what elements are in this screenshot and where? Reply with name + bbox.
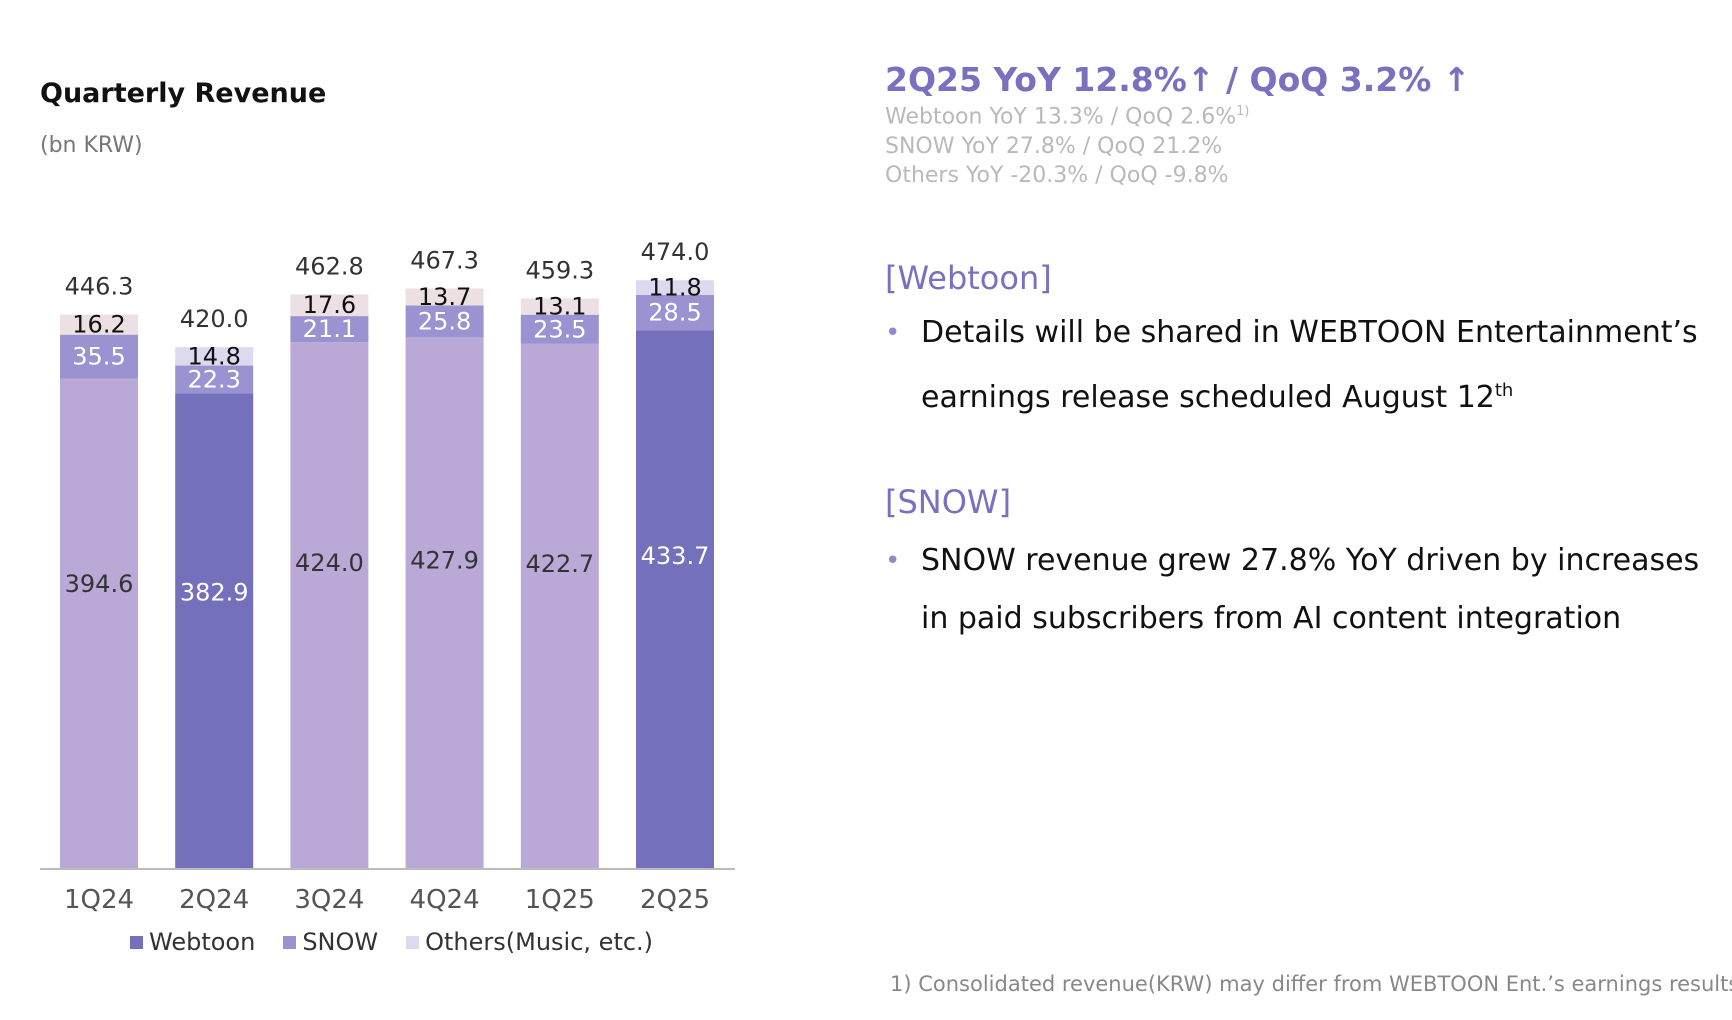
footnote-marker: 1) <box>1236 104 1250 119</box>
segment-label: 23.5 <box>533 315 586 343</box>
webtoon-bullet-sup: th <box>1494 380 1514 401</box>
legend-item-others: Others(Music, etc.) <box>406 928 653 956</box>
chart-unit: (bn KRW) <box>40 133 143 158</box>
segment-label: 424.0 <box>295 549 364 577</box>
segment-label: 433.7 <box>641 542 710 570</box>
webtoon-growth-line: Webtoon YoY 13.3% / QoQ 2.6%1) <box>885 104 1249 129</box>
total-label: 420.0 <box>180 305 249 333</box>
legend-label-others: Others(Music, etc.) <box>425 928 654 956</box>
bar-segment <box>520 314 599 344</box>
segment-label: 28.5 <box>648 299 701 327</box>
chart-title: Quarterly Revenue <box>40 78 327 109</box>
segment-label: 427.9 <box>410 546 479 574</box>
headline-growth: 2Q25 YoY 12.8%↑ / QoQ 3.2% ↑ <box>885 60 1471 99</box>
total-label: 467.3 <box>410 246 479 274</box>
total-label: 459.3 <box>525 256 594 284</box>
segment-label: 21.1 <box>303 315 356 343</box>
bar-segment <box>60 334 138 379</box>
x-tick-label: 1Q24 <box>64 885 134 915</box>
legend-swatch-webtoon <box>130 935 143 949</box>
snow-bullet-text: SNOW revenue grew 27.8% YoY driven by in… <box>921 543 1700 636</box>
bar-segment <box>290 342 369 868</box>
legend-swatch-snow <box>283 935 297 949</box>
bar-segment <box>636 330 714 868</box>
bar-segment <box>290 316 369 343</box>
footnote: 1) Consolidated revenue(KRW) may differ … <box>890 972 1732 996</box>
bar-segment <box>60 378 138 868</box>
snow-section-title: [SNOW] <box>885 483 1012 521</box>
x-tick-label: 4Q24 <box>410 885 480 915</box>
snow-bullet: • SNOW revenue grew 27.8% YoY driven by … <box>885 532 1705 648</box>
legend-label-snow: SNOW <box>302 928 379 956</box>
segment-label: 35.5 <box>72 343 125 371</box>
legend-item-webtoon: Webtoon <box>130 928 255 956</box>
chart-legend: Webtoon SNOW Others(Music, etc.) <box>130 928 653 956</box>
bar-segment <box>405 288 484 306</box>
webtoon-bullet-text: Details will be shared in WEBTOON Entert… <box>921 304 1705 427</box>
x-tick-label: 3Q24 <box>294 885 364 915</box>
bar-segment <box>175 393 254 868</box>
segment-label: 422.7 <box>525 550 594 578</box>
segment-label: 25.8 <box>418 307 471 335</box>
legend-label-webtoon: Webtoon <box>149 928 256 956</box>
legend-item-snow: SNOW <box>283 928 378 956</box>
segment-label: 11.8 <box>648 274 701 302</box>
snow-growth-line: SNOW YoY 27.8% / QoQ 21.2% <box>885 134 1223 159</box>
bar-segment <box>636 280 714 295</box>
revenue-bar-chart: 394.6 35.5 16.2 446.3 1Q24 382.9 22.314.8 420.0… <box>40 238 735 915</box>
segment-label: 22.3 <box>187 365 240 393</box>
legend-swatch-others <box>406 935 420 949</box>
x-tick-label: 2Q24 <box>179 885 249 915</box>
bar-segment <box>290 294 369 317</box>
x-tick-label: 2Q25 <box>640 885 710 915</box>
webtoon-bullet-main: Details will be shared in WEBTOON Entert… <box>921 315 1698 415</box>
bar-segment <box>175 347 254 366</box>
segment-label: 13.7 <box>418 283 471 311</box>
bullet-dot-icon: • <box>885 546 901 576</box>
segment-label: 13.1 <box>533 293 586 321</box>
segment-label: 16.2 <box>72 311 125 339</box>
webtoon-section-title: [Webtoon] <box>885 259 1052 297</box>
bar-segment <box>636 294 714 331</box>
segment-label: 17.6 <box>303 291 356 319</box>
total-label: 474.0 <box>641 238 710 266</box>
bar-segment <box>405 337 484 868</box>
bar-segment <box>520 343 599 868</box>
total-label: 446.3 <box>65 273 134 301</box>
segment-label: 382.9 <box>180 579 249 607</box>
bar-segment <box>60 314 138 335</box>
total-label: 462.8 <box>295 252 364 280</box>
webtoon-growth-text: Webtoon YoY 13.3% / QoQ 2.6% <box>885 104 1237 130</box>
segment-label: 14.8 <box>187 342 240 370</box>
segment-label: 394.6 <box>65 570 134 598</box>
bar-segment <box>520 298 599 315</box>
webtoon-bullet: • Details will be shared in WEBTOON Ente… <box>885 304 1705 427</box>
bullet-dot-icon: • <box>885 318 901 348</box>
bar-segment <box>405 305 484 338</box>
others-growth-line: Others YoY -20.3% / QoQ -9.8% <box>885 163 1229 188</box>
bar-segment <box>175 365 254 394</box>
x-tick-label: 1Q25 <box>525 885 595 915</box>
